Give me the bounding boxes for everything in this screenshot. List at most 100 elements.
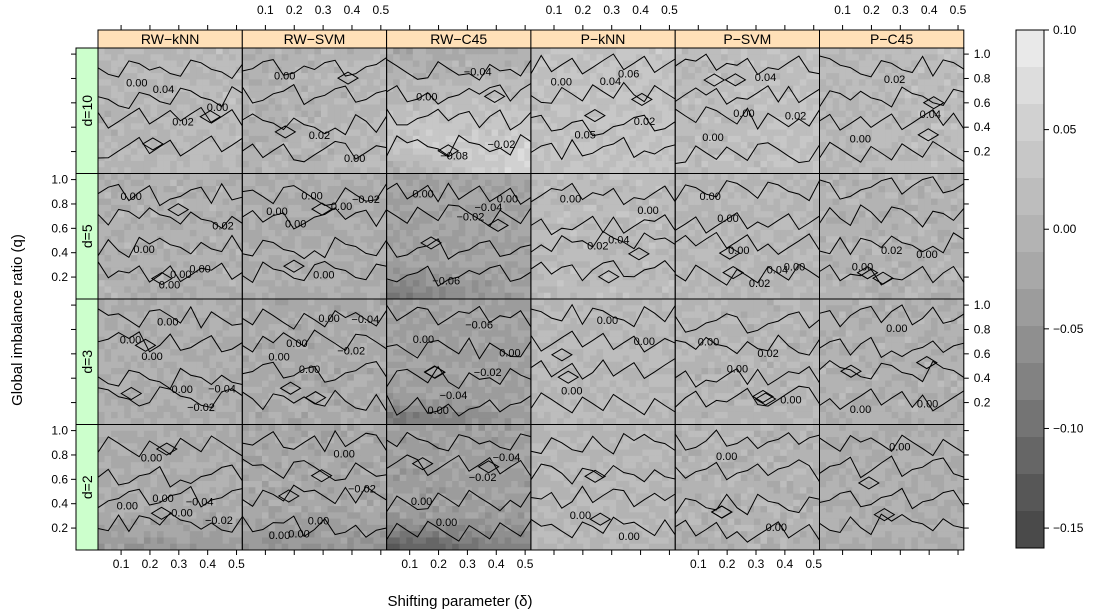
heatmap-cell [694, 104, 702, 112]
heatmap-cell [662, 129, 670, 137]
heatmap-cell [373, 273, 381, 281]
heatmap-cell [603, 248, 611, 256]
heatmap-cell [163, 66, 171, 74]
heatmap-cell [425, 204, 433, 212]
heatmap-cell [563, 79, 571, 87]
heatmap-cell [498, 261, 506, 269]
heatmap-cell [780, 211, 788, 218]
heatmap-cell [445, 173, 453, 181]
heatmap-cell [806, 186, 814, 193]
heatmap-cell [216, 186, 224, 193]
heatmap-cell [314, 236, 322, 243]
heatmap-cell [366, 292, 374, 300]
heatmap-cell [727, 91, 735, 99]
heatmap-cell [760, 154, 768, 162]
heatmap-cell [708, 73, 715, 80]
heatmap-cell [793, 217, 801, 225]
heatmap-cell [439, 179, 447, 187]
heatmap-cell [216, 204, 224, 212]
heatmap-cell [189, 66, 197, 74]
heatmap-cell [117, 60, 125, 68]
heatmap-cell [662, 117, 670, 124]
heatmap-cell [452, 173, 460, 181]
heatmap-cell [648, 211, 656, 218]
heatmap-cell [498, 236, 506, 243]
heatmap-cell [130, 236, 138, 243]
heatmap-cell [202, 186, 210, 193]
heatmap-cell [799, 154, 807, 162]
heatmap-cell [904, 60, 912, 68]
heatmap-cell [491, 167, 499, 174]
heatmap-cell [353, 73, 361, 80]
heatmap-cell [202, 267, 210, 275]
heatmap-cell [596, 204, 604, 212]
heatmap-cell [373, 135, 381, 143]
heatmap-cell [471, 48, 479, 55]
heatmap-cell [911, 129, 919, 137]
heatmap-cell [530, 79, 538, 87]
heatmap-cell [130, 204, 138, 212]
heatmap-cell [137, 261, 145, 269]
heatmap-cell [563, 255, 571, 262]
heatmap-cell [544, 248, 551, 256]
heatmap-cell [117, 179, 125, 187]
contour-line [97, 234, 243, 259]
heatmap-cell [878, 85, 886, 93]
heatmap-cell [885, 142, 893, 149]
heatmap-cell [143, 123, 151, 130]
heatmap-cell [406, 204, 414, 212]
panel: 0.000.000.000.020.040.00 [674, 173, 820, 300]
heatmap-cell [321, 79, 328, 87]
heatmap-cell [275, 117, 283, 124]
heatmap-cell [242, 60, 250, 68]
heatmap-cell [583, 60, 591, 68]
heatmap-cell [498, 148, 506, 156]
heatmap-cell [98, 217, 105, 225]
heatmap-cell [170, 223, 178, 231]
heatmap-cell [307, 217, 315, 225]
heatmap-cell [878, 66, 886, 74]
heatmap-cell [373, 104, 381, 112]
heatmap-cell [412, 286, 420, 294]
heatmap-cell [557, 135, 565, 143]
heatmap-cell [530, 186, 538, 193]
heatmap-cell [360, 186, 368, 193]
heatmap-cell [826, 123, 834, 130]
heatmap-cell [353, 54, 361, 61]
heatmap-cell [826, 48, 834, 55]
heatmap-cell [314, 186, 322, 193]
heatmap-cell [885, 104, 893, 112]
heatmap-cell [281, 129, 289, 137]
heatmap-cell [675, 129, 683, 137]
heatmap-cell [261, 104, 269, 112]
heatmap-cell [196, 286, 204, 294]
heatmap-cell [708, 211, 715, 218]
heatmap-cell [681, 135, 689, 143]
heatmap-cell [662, 142, 670, 149]
heatmap-cell [648, 273, 656, 281]
heatmap-cell [845, 117, 853, 124]
heatmap-cell [484, 98, 492, 105]
heatmap-cell [386, 217, 394, 225]
heatmap-cell [839, 154, 847, 162]
heatmap-cell [176, 261, 184, 269]
heatmap-cell [124, 204, 132, 212]
heatmap-cell [202, 286, 210, 294]
heatmap-cell [222, 104, 230, 112]
heatmap-cell [655, 173, 663, 181]
heatmap-cell [439, 217, 447, 225]
heatmap-cell [662, 167, 670, 174]
heatmap-cell [957, 129, 965, 137]
heatmap-cell [399, 286, 407, 294]
heatmap-cell [596, 110, 604, 118]
heatmap-cell [799, 91, 807, 99]
heatmap-cell [235, 267, 243, 275]
heatmap-cell [406, 104, 414, 112]
heatmap-cell [445, 280, 453, 287]
heatmap-cell [268, 223, 276, 231]
heatmap-cell [314, 60, 322, 68]
heatmap-cell [865, 104, 873, 112]
heatmap-cell [812, 66, 820, 74]
heatmap-cell [583, 142, 591, 149]
heatmap-cell [314, 129, 322, 137]
